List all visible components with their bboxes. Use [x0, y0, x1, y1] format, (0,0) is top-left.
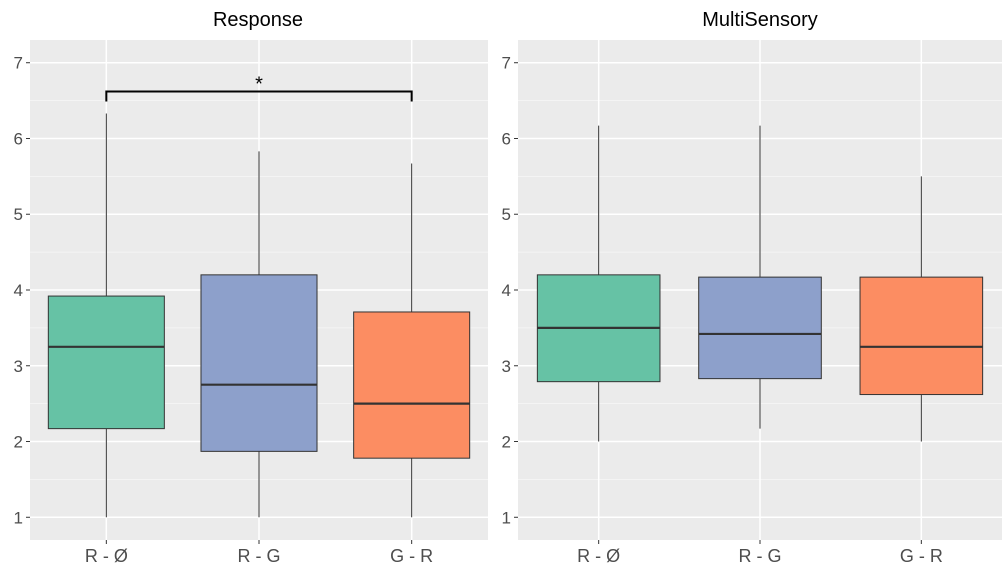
- panel-title-response: Response: [213, 9, 303, 31]
- panel-response: 1 2 3 4 5 6 7 R - Ø R - G G - R * Response: [14, 9, 488, 566]
- x-tick-label-r-g: R - G: [238, 546, 281, 566]
- box-r-null: [536, 125, 661, 442]
- y-tick-label: 1: [502, 508, 511, 527]
- significance-bracket: [105, 90, 413, 102]
- x-tick-label-g-r: G - R: [900, 546, 943, 566]
- significance-label: *: [255, 74, 263, 96]
- y-tick-label: 3: [502, 357, 511, 376]
- box-g-r: [353, 163, 471, 518]
- y-tick-label: 3: [14, 357, 23, 376]
- box-r-null: [47, 113, 165, 518]
- y-tick-label: 1: [14, 508, 23, 527]
- x-tick-label-r-null: R - Ø: [85, 546, 128, 566]
- y-tick-label: 5: [14, 205, 23, 224]
- panel-multisensory: 1 2 3 4 5 6 7 R - Ø R - G G - R MultiSensory: [502, 9, 1002, 566]
- box-iqr: [859, 276, 984, 396]
- x-tick-label-g-r: G - R: [390, 546, 433, 566]
- y-tick-label: 5: [502, 205, 511, 224]
- box-r-g: [200, 151, 318, 518]
- box-iqr: [698, 276, 822, 380]
- y-tick-label: 6: [502, 129, 511, 148]
- y-tick-label: 7: [502, 54, 511, 73]
- y-tick-label: 2: [14, 433, 23, 452]
- box-g-r: [859, 176, 984, 442]
- box-r-g: [698, 125, 822, 429]
- y-tick-label: 2: [502, 433, 511, 452]
- x-tick-label-r-null: R - Ø: [577, 546, 620, 566]
- box-iqr: [353, 311, 471, 459]
- y-tick-label: 6: [14, 129, 23, 148]
- panel-title-multisensory: MultiSensory: [702, 9, 818, 31]
- box-iqr: [200, 274, 318, 452]
- y-tick-label: 4: [14, 281, 23, 300]
- y-tick-label: 4: [502, 281, 511, 300]
- box-iqr: [47, 295, 165, 430]
- y-tick-label: 7: [14, 54, 23, 73]
- x-tick-label-r-g: R - G: [739, 546, 782, 566]
